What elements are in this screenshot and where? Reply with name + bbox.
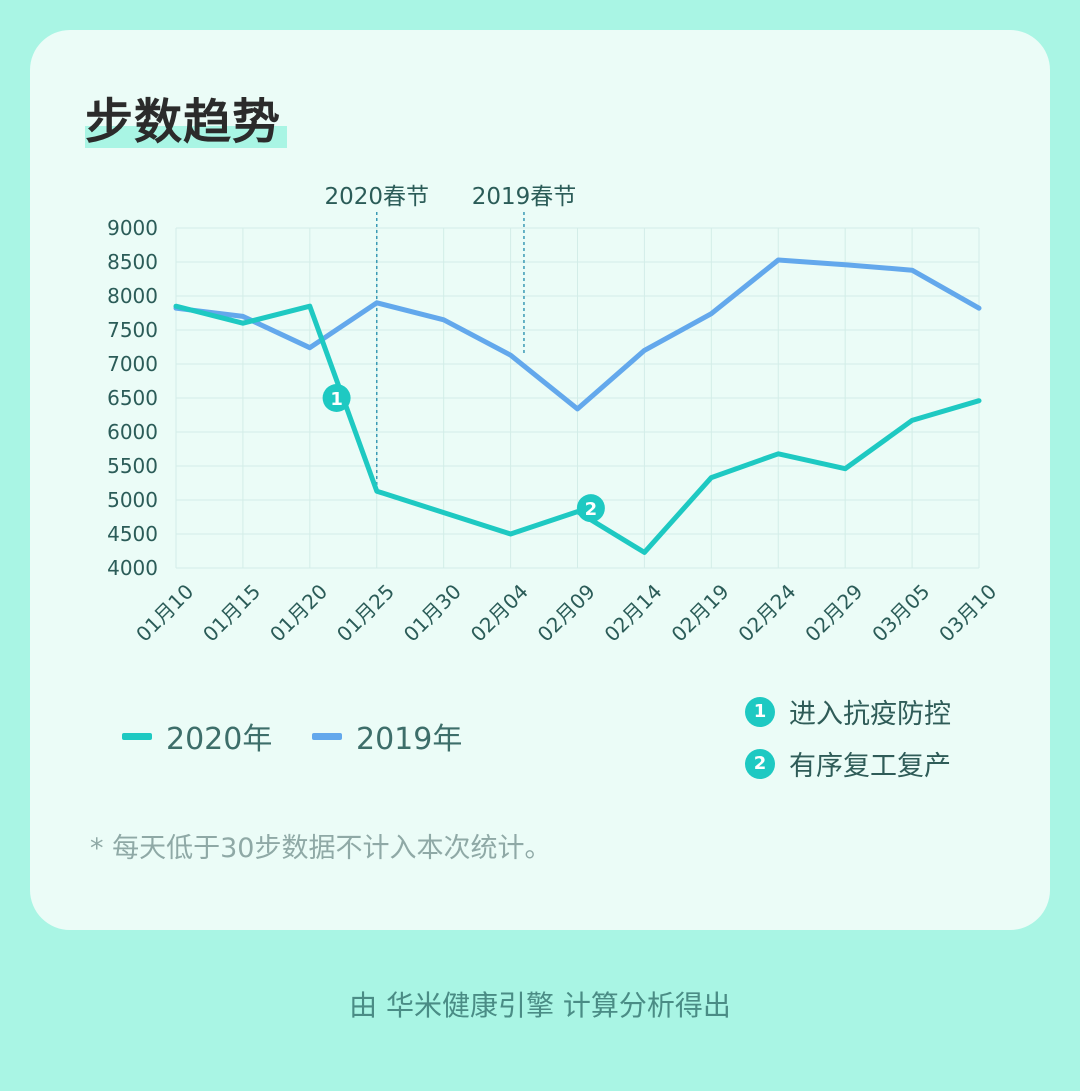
note-badge-2: 2 xyxy=(745,748,775,779)
note-text-1: 进入抗疫防控 xyxy=(789,699,951,730)
footnote: * 每天低于30步数据不计入本次统计。 xyxy=(90,833,552,864)
y-tick-label: 6000 xyxy=(107,420,158,444)
legend-item-2019: 2019年 xyxy=(312,714,462,758)
x-tick-label: 03月10 xyxy=(934,579,1001,646)
y-tick-label: 5000 xyxy=(107,488,158,512)
x-tick-label: 02月19 xyxy=(667,579,734,646)
note-text-2: 有序复工复产 xyxy=(789,751,951,782)
legend-item-2020: 2020年 xyxy=(122,714,272,758)
x-tick-label: 01月15 xyxy=(198,579,265,646)
x-tick-label: 02月09 xyxy=(533,579,600,646)
chart-grid xyxy=(175,227,980,569)
note-badge-1: 1 xyxy=(745,696,775,727)
legend-swatch-2020 xyxy=(122,732,152,740)
y-tick-label: 8500 xyxy=(107,250,158,274)
y-tick-label: 9000 xyxy=(107,216,158,240)
series-line-2020 xyxy=(173,303,982,555)
y-tick-label: 7500 xyxy=(107,318,158,342)
x-tick-label: 02月14 xyxy=(600,579,667,646)
x-tick-label: 01月30 xyxy=(399,579,466,646)
y-tick-label: 8000 xyxy=(107,284,158,308)
chart-card xyxy=(30,30,1050,930)
festival-marker-label: 2019春节 xyxy=(472,184,577,210)
legend-label-2020: 2020年 xyxy=(166,722,273,757)
y-tick-label: 4000 xyxy=(107,556,158,580)
source-credit: 由 华米健康引擎 计算分析得出 xyxy=(349,989,731,1022)
y-tick-label: 6500 xyxy=(107,386,158,410)
y-tick-label: 7000 xyxy=(107,352,158,376)
y-tick-label: 5500 xyxy=(107,454,158,478)
annotation-badge-number: 2 xyxy=(585,499,598,520)
x-tick-label: 01月10 xyxy=(131,579,198,646)
x-tick-label: 02月24 xyxy=(733,579,800,646)
title-highlight xyxy=(85,126,287,148)
festival-marker-label: 2020春节 xyxy=(324,184,429,210)
x-tick-label: 01月20 xyxy=(265,579,332,646)
legend-swatch-2019 xyxy=(312,732,342,740)
annotation-badge-number: 1 xyxy=(330,389,343,410)
line-chart: 9000 8500 8000 7500 7000 6500 6000 5500 5000 4500… xyxy=(107,184,1001,646)
annotation-badge-circle xyxy=(576,494,605,523)
annotation-badge-circle xyxy=(322,384,351,412)
x-tick-label: 01月25 xyxy=(332,579,399,646)
note-item-2: 2 有序复工复产 xyxy=(745,744,951,783)
y-tick-label: 4500 xyxy=(107,522,158,546)
chart-title: 步数趋势 xyxy=(85,94,282,150)
legend-label-2019: 2019年 xyxy=(356,722,463,757)
note-item-1: 1 进入抗疫防控 xyxy=(745,692,951,731)
x-tick-label: 03月05 xyxy=(867,579,934,646)
x-tick-label: 02月04 xyxy=(466,579,533,646)
x-tick-label: 02月29 xyxy=(800,579,867,646)
